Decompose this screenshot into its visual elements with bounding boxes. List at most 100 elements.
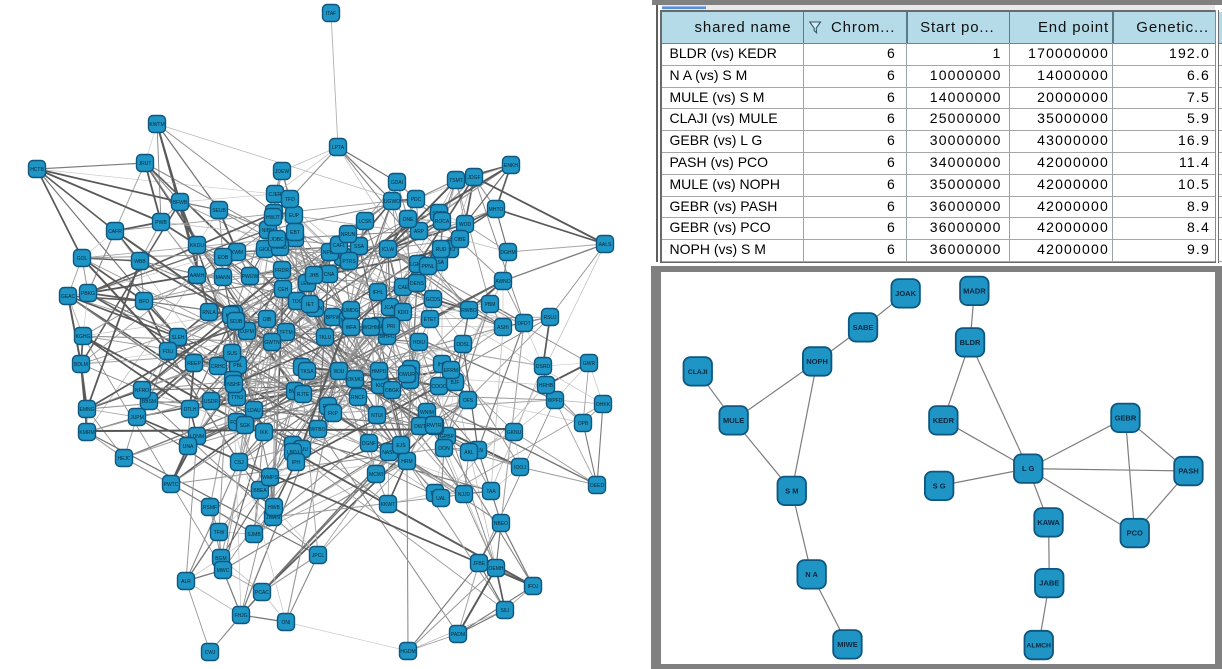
svg-text:PWUW: PWUW	[242, 274, 259, 280]
svg-text:PPNL: PPNL	[421, 264, 434, 270]
svg-text:UAL: UAL	[436, 496, 446, 502]
svg-text:BJF: BJF	[451, 380, 460, 386]
svg-text:JOAK: JOAK	[895, 289, 916, 298]
svg-text:SILI: SILI	[501, 608, 510, 614]
svg-text:AAMH: AAMH	[190, 273, 205, 279]
svg-text:DWT: DWT	[414, 424, 425, 430]
svg-text:KDO: KDO	[398, 310, 409, 316]
svg-text:LPTA: LPTA	[332, 145, 345, 151]
svg-text:L G: L G	[1022, 464, 1035, 473]
svg-text:HDIU: HDIU	[413, 340, 426, 346]
svg-text:DGHM: DGHM	[500, 250, 515, 256]
svg-text:NIBM: NIBM	[262, 228, 275, 234]
svg-text:EMNG: EMNG	[80, 407, 95, 413]
svg-text:GOL: GOL	[77, 256, 88, 262]
svg-text:ALMCH: ALMCH	[1026, 643, 1051, 650]
svg-text:FHJG: FHJG	[234, 613, 247, 619]
svg-text:WBB: WBB	[134, 259, 146, 265]
svg-text:EJS: EJS	[396, 443, 406, 449]
svg-text:IPH: IPH	[292, 460, 301, 466]
svg-text:HRM: HRM	[401, 459, 412, 465]
svg-text:SGK: SGK	[240, 423, 251, 429]
svg-text:JDEW: JDEW	[275, 169, 289, 175]
svg-text:GWR: GWR	[583, 361, 596, 367]
svg-text:PDC: PDC	[411, 197, 422, 203]
svg-text:LDNM: LDNM	[190, 434, 204, 440]
svg-text:GWTN: GWTN	[264, 340, 280, 346]
svg-text:ONI: ONI	[282, 620, 291, 626]
svg-text:GEBR: GEBR	[1115, 413, 1137, 422]
svg-text:JCAL: JCAL	[384, 305, 396, 311]
svg-text:MCWI: MCWI	[369, 472, 383, 478]
svg-text:MANN: MANN	[216, 275, 231, 281]
svg-text:GKNU: GKNU	[507, 430, 522, 436]
svg-text:RWBO: RWBO	[461, 308, 477, 314]
svg-text:TTNJ: TTNJ	[231, 395, 244, 401]
svg-text:ETET: ETET	[424, 317, 437, 323]
svg-text:BGM: BGM	[215, 556, 226, 562]
svg-text:IOOJ: IOOJ	[514, 465, 526, 471]
svg-text:IET: IET	[306, 302, 314, 308]
svg-text:KGHG: KGHG	[76, 334, 91, 340]
svg-text:UMDG: UMDG	[343, 308, 358, 314]
svg-text:KMRM: KMRM	[79, 430, 94, 436]
svg-text:MHTO: MHTO	[489, 207, 504, 213]
svg-text:IFHL: IFHL	[373, 290, 384, 296]
svg-text:SEUB: SEUB	[212, 208, 226, 214]
svg-text:MHFC: MHFC	[380, 334, 395, 340]
svg-text:RSMF: RSMF	[203, 505, 217, 511]
svg-text:JOBC: JOBC	[270, 237, 284, 243]
svg-text:N A: N A	[805, 570, 818, 579]
svg-text:DFDT: DFDT	[517, 321, 530, 327]
svg-text:DJPM: DJPM	[240, 329, 254, 335]
svg-text:DTLH: DTLH	[183, 407, 196, 413]
svg-text:WMPS: WMPS	[262, 475, 278, 481]
svg-text:BBSM: BBSM	[142, 399, 156, 405]
svg-text:ESA: ESA	[434, 260, 445, 266]
svg-text:LEGT: LEGT	[300, 281, 313, 287]
svg-text:PASH: PASH	[1178, 467, 1198, 476]
svg-text:DENS: DENS	[410, 281, 425, 287]
svg-text:SABE: SABE	[853, 323, 874, 332]
svg-text:SUS: SUS	[227, 351, 238, 357]
svg-text:JDGF: JDGF	[467, 175, 480, 181]
svg-text:USDR: USDR	[204, 399, 219, 405]
svg-text:BLDR: BLDR	[960, 338, 981, 347]
svg-text:NASP: NASP	[382, 450, 396, 456]
svg-text:WJU: WJU	[334, 369, 345, 375]
svg-text:NBEO: NBEO	[494, 521, 508, 527]
svg-text:DSRD: DSRD	[536, 364, 551, 370]
svg-text:LCSK: LCSK	[358, 219, 372, 225]
svg-text:MWC: MWC	[217, 568, 230, 574]
svg-text:TFW: TFW	[214, 530, 225, 536]
svg-text:WTBO: WTBO	[311, 427, 326, 433]
svg-text:EFRM: EFRM	[444, 368, 458, 374]
svg-text:UNA: UNA	[183, 444, 194, 450]
svg-text:HWB: HWB	[268, 505, 280, 511]
svg-text:BBEA: BBEA	[253, 488, 267, 494]
svg-text:KKWT: KKWT	[381, 502, 395, 508]
svg-text:CSJ: CSJ	[234, 460, 244, 466]
svg-text:CAFR: CAFR	[108, 229, 122, 235]
svg-text:FRDR: FRDR	[275, 268, 289, 274]
svg-text:OFS: OFS	[463, 398, 474, 404]
svg-text:PBKG: PBKG	[81, 291, 95, 297]
svg-text:WOD: WOD	[459, 222, 472, 228]
svg-text:CJER: CJER	[268, 192, 281, 198]
svg-text:DDSL: DDSL	[456, 342, 470, 348]
svg-text:GEAC: GEAC	[61, 294, 76, 300]
svg-text:KIC: KIC	[376, 383, 385, 389]
svg-text:JFBE: JFBE	[473, 561, 486, 567]
svg-text:KEDR: KEDR	[933, 416, 955, 425]
svg-text:S M: S M	[785, 486, 798, 495]
svg-text:BPFW: BPFW	[326, 315, 341, 321]
svg-text:CWJ: CWJ	[205, 650, 216, 656]
svg-text:RJTE: RJTE	[297, 392, 310, 398]
svg-text:HGDM: HGDM	[400, 649, 415, 655]
svg-text:REEP: REEP	[187, 361, 201, 367]
svg-text:PCAC: PCAC	[255, 590, 269, 596]
svg-text:EBT: EBT	[290, 230, 300, 236]
svg-text:PADM: PADM	[451, 632, 465, 638]
svg-text:RWTR: RWTR	[427, 423, 442, 429]
svg-text:IFOJ: IFOJ	[528, 584, 539, 590]
